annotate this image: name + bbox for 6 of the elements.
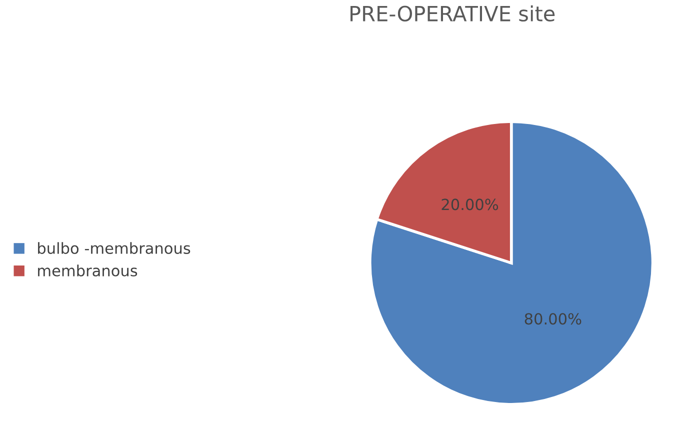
data-label: 20.00% [442, 198, 498, 210]
legend-label: bulbo -membranous [38, 242, 190, 254]
data-label: 80.00% [524, 313, 582, 325]
pie-slice [368, 120, 654, 406]
legend-label: membranous [38, 264, 138, 276]
chart-title: PRE-OPERATIVE site [350, 5, 555, 22]
